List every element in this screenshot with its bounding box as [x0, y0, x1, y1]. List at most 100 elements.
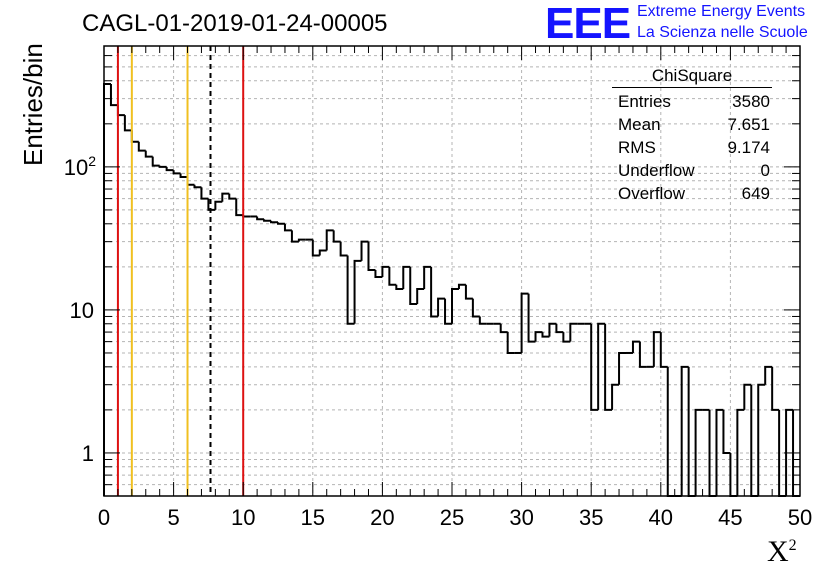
x-tick-label: 30: [509, 505, 533, 530]
histogram-bin: [172, 170, 181, 175]
histogram-bin: [527, 293, 536, 343]
histogram-bin: [722, 409, 731, 454]
x-tick-label: 10: [231, 505, 255, 530]
run-title: CAGL-01-2019-01-24-00005: [82, 10, 388, 37]
histogram-bin: [318, 249, 327, 256]
histogram-bin: [444, 298, 452, 325]
histogram-bin: [743, 383, 752, 410]
histogram-bin: [569, 322, 578, 342]
histogram-bin: [757, 383, 766, 496]
x-tick-label: 50: [788, 505, 812, 530]
histogram-bin: [590, 323, 599, 411]
histogram-bin: [256, 216, 265, 221]
eee-logo: EEE: [545, 0, 631, 48]
histogram-bin: [221, 192, 230, 202]
histogram-bin: [332, 230, 341, 243]
histogram-bin: [478, 316, 487, 325]
x-tick-label: 45: [718, 505, 742, 530]
histogram-bin: [680, 365, 689, 496]
histogram-bin: [631, 340, 640, 353]
stats-row-underflow: Underflow 0: [612, 159, 772, 182]
x-tick-label: 35: [579, 505, 603, 530]
histogram-bin: [423, 265, 432, 290]
histogram-bin: [137, 141, 146, 152]
histogram-bin: [346, 255, 355, 325]
histogram-bin: [297, 238, 306, 242]
x-axis-label: X2: [767, 535, 797, 569]
histogram-bin: [103, 82, 111, 496]
histogram-bin: [736, 408, 745, 496]
histogram-bin: [555, 323, 564, 334]
histogram-bin: [242, 215, 251, 218]
x-tick-label: 0: [98, 505, 110, 530]
histogram-bin: [666, 366, 675, 497]
stats-value: 649: [741, 184, 770, 203]
histogram-bin: [158, 165, 167, 168]
histogram-bin: [311, 239, 320, 257]
histogram-bin: [457, 283, 466, 290]
stats-label: Underflow: [618, 161, 695, 180]
histogram-bin: [638, 341, 647, 368]
stats-row-rms: RMS 9.174: [612, 136, 772, 159]
marker-lines: [116, 46, 245, 496]
x-axis-label-base: X: [767, 535, 789, 568]
histogram-bin: [395, 284, 404, 291]
histogram-bin: [123, 115, 132, 132]
histogram-bin: [652, 331, 661, 367]
histogram-bin: [771, 366, 780, 411]
histogram-bin: [541, 332, 550, 338]
stats-value: 9.174: [727, 138, 770, 157]
histogram-bin: [437, 297, 446, 317]
x-tick-label: 20: [370, 505, 394, 530]
histogram-bin: [562, 332, 571, 343]
x-axis-label-superscript: 2: [788, 537, 797, 554]
logo-tagline-1: Extreme Energy Events: [637, 3, 806, 20]
stats-value: 7.651: [727, 115, 770, 134]
stats-value: 3580: [732, 92, 770, 111]
histogram-bin: [151, 156, 160, 167]
y-tick-label-exponent: 2: [88, 153, 96, 169]
histogram-bin: [325, 229, 334, 251]
histogram-bin: [381, 265, 390, 277]
histogram-bin: [785, 408, 794, 496]
histogram-bin: [618, 351, 626, 385]
histogram-bin: [715, 408, 724, 496]
histogram-bin: [130, 130, 139, 143]
stats-row-overflow: Overflow 649: [612, 182, 772, 205]
histogram-bin: [687, 366, 696, 497]
histogram-bin: [360, 240, 369, 261]
histogram-bin: [402, 265, 411, 290]
stats-value: 0: [760, 161, 770, 180]
histogram-bin: [520, 292, 529, 353]
histogram-bin: [179, 173, 188, 178]
stats-row-mean: Mean 7.651: [612, 113, 772, 136]
histogram-bin: [388, 266, 397, 286]
histogram-bin: [207, 198, 216, 211]
stats-box: ChiSquare Entries 3580 Mean 7.651 RMS 9.174…: [612, 66, 772, 205]
histogram-bin: [548, 322, 557, 337]
histogram-bin: [263, 219, 272, 222]
histogram-bin: [367, 241, 376, 272]
histogram-bin: [165, 166, 174, 172]
histogram-bin: [409, 266, 418, 305]
histogram-bin: [764, 365, 773, 385]
histogram-bin: [694, 408, 703, 496]
histogram-bin: [200, 187, 209, 200]
logo-tagline-2: La Scienza nelle Scuole: [637, 24, 808, 41]
histogram-bin: [506, 332, 515, 354]
histogram-bin: [270, 220, 278, 224]
y-tick-label: 102: [64, 153, 96, 180]
histogram-bin: [228, 193, 237, 200]
histogram-bin: [339, 241, 348, 257]
histogram-bin: [214, 200, 223, 210]
histogram-bin: [471, 298, 480, 318]
stats-label: Mean: [618, 115, 661, 134]
histogram-bin: [283, 223, 292, 232]
histogram-bin: [451, 288, 459, 324]
stats-title: ChiSquare: [612, 66, 772, 88]
x-tick-label: 5: [167, 505, 179, 530]
histogram-bin: [374, 270, 383, 278]
histogram-bin: [353, 259, 362, 324]
